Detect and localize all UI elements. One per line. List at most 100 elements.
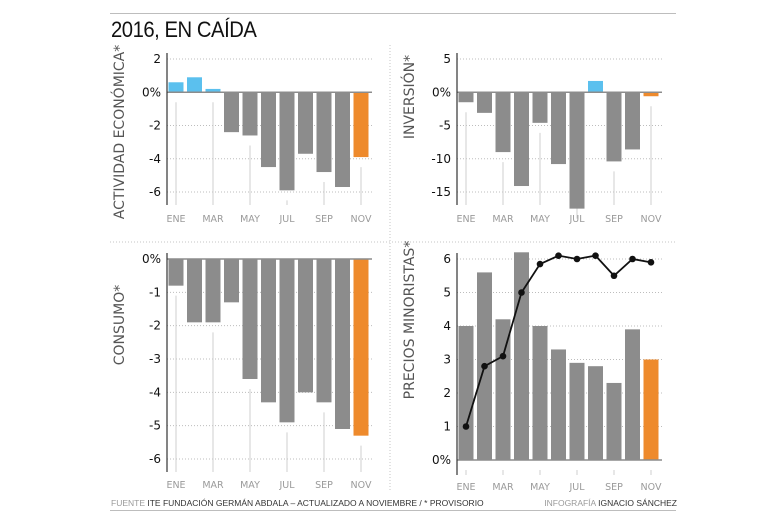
bar-oct [625, 92, 640, 150]
bar-feb [477, 92, 492, 113]
y-tick-label: -2 [149, 119, 161, 133]
x-tick-label: ENE [456, 214, 475, 225]
bar-jun [551, 349, 566, 460]
bar-mar [205, 88, 221, 93]
x-tick-label: MAY [530, 482, 550, 493]
y-tick-label: 3 [443, 353, 451, 367]
bar-nov [643, 359, 659, 460]
y-tick-label: -3 [149, 352, 161, 366]
line-point-ago [592, 252, 599, 259]
x-tick-label: JUL [568, 482, 585, 493]
bar-ene [458, 92, 474, 103]
y-axis-title: INVERSIÓN* [400, 55, 418, 139]
bar-sep [606, 92, 622, 162]
x-tick-label: SEP [315, 214, 333, 225]
credit: INFOGRAFÍA IGNACIO SÁNCHEZ [544, 498, 677, 508]
bar-feb [187, 77, 202, 93]
bar-abr [224, 259, 239, 303]
bar-abr [514, 92, 529, 187]
bar-may [532, 92, 548, 123]
bar-ago [298, 259, 313, 393]
y-tick-label: 0% [142, 252, 161, 266]
x-tick-label: SEP [605, 482, 623, 493]
y-axis-title: CONSUMO* [112, 285, 128, 366]
x-tick-label: JUL [568, 214, 585, 225]
x-tick-label: JUL [278, 214, 295, 225]
credit-label: INFOGRAFÍA [544, 498, 596, 508]
x-tick-label: NOV [351, 480, 372, 491]
x-tick-label: NOV [641, 482, 662, 493]
bar-sep [316, 92, 332, 173]
source-text: ITE FUNDACIÓN GERMÁN ABDALA – ACTUALIZAD… [147, 498, 484, 508]
bottom-rule [110, 510, 676, 511]
x-tick-label: JUL [278, 480, 295, 491]
bar-jul [279, 92, 295, 191]
bar-sep [316, 259, 332, 403]
y-tick-label: -10 [431, 152, 451, 166]
bar-nov [353, 92, 369, 158]
bar-oct [335, 92, 350, 188]
x-tick-label: MAR [202, 480, 224, 491]
line-point-jun [555, 252, 562, 259]
x-tick-label: MAY [240, 480, 260, 491]
bar-jul [569, 362, 585, 460]
bar-ene [168, 82, 184, 93]
bar-ago [588, 80, 603, 93]
line-point-mar [499, 352, 507, 360]
y-tick-label: 0% [432, 453, 451, 467]
y-tick-label: 5 [443, 52, 451, 66]
line-point-nov [647, 259, 655, 266]
bar-jun [261, 92, 276, 168]
y-tick-label: 2 [443, 386, 451, 400]
x-tick-label: ENE [166, 214, 185, 225]
y-tick-label: -1 [149, 285, 161, 299]
y-tick-label: -6 [149, 452, 161, 466]
x-tick-label: NOV [641, 214, 662, 225]
y-axis-title: PRECIOS MINORISTAS* [402, 241, 418, 400]
y-tick-label: -15 [431, 185, 451, 199]
bar-may [242, 92, 258, 136]
bar-jun [551, 92, 566, 165]
y-tick-label: 0% [142, 85, 161, 99]
x-tick-label: MAR [492, 214, 514, 225]
top-rule [110, 13, 676, 14]
x-tick-label: ENE [456, 482, 475, 493]
bar-oct [335, 259, 350, 429]
line-point-ene [462, 423, 470, 430]
y-axis-title: ACTIVIDAD ECONÓMICA* [110, 45, 128, 220]
y-tick-label: 6 [443, 252, 451, 266]
y-tick-label: 5 [443, 286, 451, 300]
y-tick-label: -2 [149, 319, 161, 333]
bar-nov [643, 92, 659, 97]
x-tick-label: MAR [202, 214, 224, 225]
bar-abr [224, 92, 239, 133]
footer: FUENTE ITE FUNDACIÓN GERMÁN ABDALA – ACT… [111, 498, 677, 508]
y-tick-label: -6 [149, 185, 161, 199]
bar-sep [606, 382, 622, 460]
bar-ene [168, 259, 184, 286]
line-point-feb [481, 362, 488, 370]
y-tick-label: -5 [439, 119, 451, 133]
y-tick-label: -5 [149, 419, 161, 433]
x-tick-label: MAY [240, 214, 260, 225]
y-tick-label: 2 [153, 52, 161, 66]
bar-feb [187, 259, 202, 323]
bar-jul [569, 92, 585, 209]
x-tick-label: SEP [315, 480, 333, 491]
bar-mar [495, 92, 511, 153]
line-point-jul [573, 255, 581, 263]
x-tick-label: ENE [166, 480, 185, 491]
y-tick-label: 0% [432, 85, 451, 99]
x-tick-label: NOV [351, 214, 372, 225]
line-point-oct [629, 255, 636, 263]
y-tick-label: -4 [149, 385, 161, 399]
x-tick-label: SEP [605, 214, 623, 225]
bar-may [532, 326, 548, 460]
x-tick-label: MAY [530, 214, 550, 225]
bar-nov [353, 259, 369, 436]
page-title: 2016, EN CAÍDA [111, 17, 257, 42]
credit-text: IGNACIO SÁNCHEZ [598, 498, 677, 508]
line-point-may [536, 260, 544, 268]
bar-mar [495, 319, 511, 460]
